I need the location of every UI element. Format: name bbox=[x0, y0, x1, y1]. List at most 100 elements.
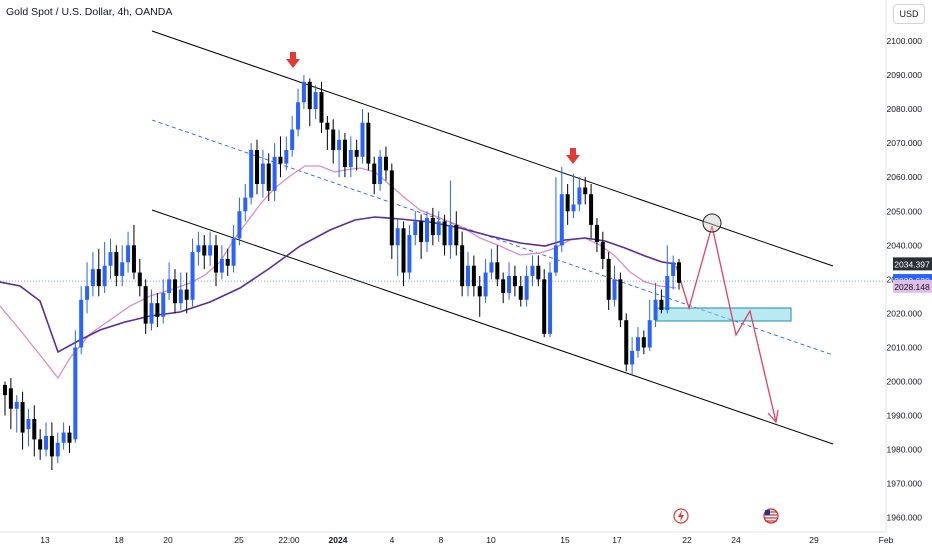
us-flag-event-icon[interactable] bbox=[763, 508, 779, 524]
candle bbox=[32, 405, 37, 457]
drawings bbox=[0, 30, 886, 445]
candle-body bbox=[126, 245, 131, 263]
candle-body bbox=[366, 122, 371, 164]
candle bbox=[231, 224, 236, 273]
candle-body bbox=[524, 275, 529, 300]
candle-body bbox=[255, 149, 260, 185]
candle-body bbox=[213, 245, 218, 273]
channel-upper-line[interactable] bbox=[151, 30, 834, 267]
candle bbox=[278, 136, 283, 178]
target-circle[interactable] bbox=[702, 213, 722, 233]
candle bbox=[477, 275, 482, 317]
candle bbox=[671, 255, 676, 290]
candle bbox=[635, 327, 640, 358]
moving-average-slow[interactable] bbox=[0, 216, 677, 354]
candle-body bbox=[413, 221, 418, 236]
candle bbox=[284, 136, 289, 171]
candle-body bbox=[237, 211, 242, 239]
candle bbox=[301, 75, 306, 110]
candle bbox=[331, 119, 336, 164]
candle-body bbox=[647, 320, 652, 348]
candle-body bbox=[436, 221, 441, 236]
candle-body bbox=[354, 149, 359, 157]
candle bbox=[325, 115, 330, 150]
candle bbox=[448, 180, 453, 259]
candle-body bbox=[219, 258, 224, 273]
x-tick-label: 18 bbox=[114, 535, 124, 545]
currency-button[interactable]: USD bbox=[893, 4, 925, 24]
candle bbox=[383, 146, 388, 181]
candle bbox=[85, 262, 90, 314]
candle-body bbox=[565, 194, 570, 212]
candle bbox=[600, 231, 605, 270]
candle-body bbox=[477, 286, 482, 297]
candle-body bbox=[85, 286, 90, 300]
flag-canton bbox=[765, 510, 770, 515]
candle-body bbox=[278, 156, 283, 164]
candle bbox=[524, 265, 529, 307]
candle bbox=[120, 245, 125, 287]
y-tick-label: 2020.000 bbox=[887, 308, 923, 318]
flash-event-icon[interactable] bbox=[673, 508, 689, 524]
time-axis[interactable]: 13 18 20 25 22:00 2024 4 8 10 15 17 22 24 29 Feb bbox=[40, 535, 893, 545]
candle bbox=[178, 272, 183, 310]
candle bbox=[553, 177, 558, 276]
candle bbox=[612, 265, 617, 307]
support-zone[interactable] bbox=[655, 307, 792, 322]
candle-body bbox=[389, 170, 394, 246]
candle-body bbox=[67, 432, 72, 443]
candle bbox=[378, 149, 383, 191]
candle-body bbox=[583, 187, 588, 195]
candle bbox=[641, 330, 646, 355]
candle-body bbox=[424, 218, 429, 242]
candle bbox=[14, 395, 19, 433]
candle bbox=[495, 245, 500, 287]
candle-body bbox=[542, 279, 547, 334]
candle-body bbox=[460, 245, 465, 287]
candle-body bbox=[530, 265, 535, 276]
down-arrow-marker bbox=[566, 148, 580, 164]
candle bbox=[542, 269, 547, 338]
candle bbox=[483, 258, 488, 304]
candle-body bbox=[172, 279, 177, 304]
candle-body bbox=[301, 81, 306, 103]
candle-body bbox=[272, 156, 277, 191]
candle bbox=[149, 289, 154, 331]
moving-average-fast[interactable] bbox=[0, 165, 677, 380]
x-tick-label: 15 bbox=[560, 535, 570, 545]
candle bbox=[395, 218, 400, 276]
candle bbox=[26, 408, 31, 447]
candle-body bbox=[665, 275, 670, 310]
candle bbox=[348, 136, 353, 178]
candle-body bbox=[137, 272, 142, 287]
price-label: 2028.148 bbox=[893, 279, 932, 293]
candle bbox=[114, 245, 119, 287]
candle bbox=[319, 81, 324, 133]
candles bbox=[3, 75, 681, 471]
candle bbox=[208, 231, 213, 266]
channel-lower-line[interactable] bbox=[151, 209, 834, 445]
candle bbox=[61, 422, 66, 450]
x-tick-label: 25 bbox=[234, 535, 244, 545]
y-tick-label: 2090.000 bbox=[887, 70, 923, 80]
candle bbox=[419, 214, 424, 259]
candle-body bbox=[454, 224, 459, 246]
channel-midline[interactable] bbox=[151, 119, 834, 356]
projection-arrowhead[interactable] bbox=[767, 409, 779, 424]
candle-body bbox=[606, 258, 611, 300]
candle bbox=[243, 184, 248, 222]
candle-body bbox=[32, 418, 37, 440]
candle-body bbox=[296, 102, 301, 130]
candle-body bbox=[243, 197, 248, 212]
candle bbox=[44, 422, 49, 457]
candle bbox=[424, 211, 429, 253]
x-tick-label: 13 bbox=[40, 535, 50, 545]
candle-body bbox=[512, 275, 517, 287]
candle-body bbox=[266, 163, 271, 191]
candle bbox=[255, 139, 260, 195]
candle bbox=[366, 112, 371, 171]
candle bbox=[430, 207, 435, 246]
candle-body bbox=[483, 272, 488, 297]
projection-path[interactable] bbox=[675, 225, 777, 423]
